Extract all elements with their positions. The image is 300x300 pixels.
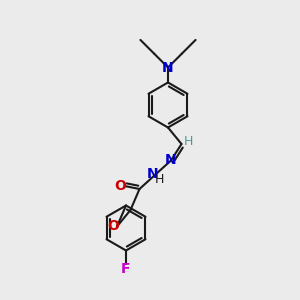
Text: F: F xyxy=(121,262,131,276)
Text: O: O xyxy=(107,220,119,233)
Text: O: O xyxy=(114,179,126,193)
Text: N: N xyxy=(165,154,177,167)
Text: N: N xyxy=(147,167,158,181)
Text: H: H xyxy=(155,173,164,186)
Text: H: H xyxy=(183,135,193,148)
Text: N: N xyxy=(162,61,174,74)
